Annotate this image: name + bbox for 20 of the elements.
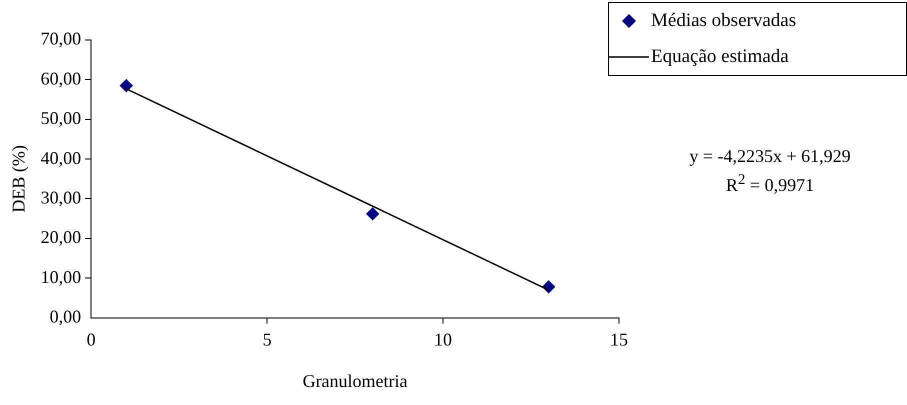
text: y = -4,2235x + 61,929 bbox=[688, 145, 852, 168]
y-tick-label: 10,00 bbox=[40, 266, 82, 287]
y-tick-label: 20,00 bbox=[40, 227, 82, 248]
y-tick-label: 30,00 bbox=[40, 187, 82, 208]
text: R$^{2}$ = 0,9971 bbox=[724, 171, 816, 197]
y-tick-label: 60,00 bbox=[40, 68, 82, 88]
x-axis-title: Granulometria bbox=[302, 370, 408, 391]
legend-label: Médias observadas bbox=[651, 10, 796, 32]
point bbox=[366, 207, 380, 220]
y-axis-title: DEB (%) bbox=[8, 145, 29, 213]
x-tick-label: 10 bbox=[434, 329, 452, 350]
legend-label: Equação estimada bbox=[651, 46, 789, 68]
x-tick-label: 15 bbox=[610, 329, 628, 350]
x-tick-label: 5 bbox=[262, 329, 272, 350]
y-tick-label: 40,00 bbox=[40, 148, 82, 168]
y-tick-label: 50,00 bbox=[40, 108, 82, 128]
y-tick-label: 70,00 bbox=[40, 28, 82, 49]
point bbox=[120, 79, 133, 92]
y-tick-label: 0,00 bbox=[50, 306, 82, 327]
x-tick-label: 0 bbox=[86, 329, 96, 350]
